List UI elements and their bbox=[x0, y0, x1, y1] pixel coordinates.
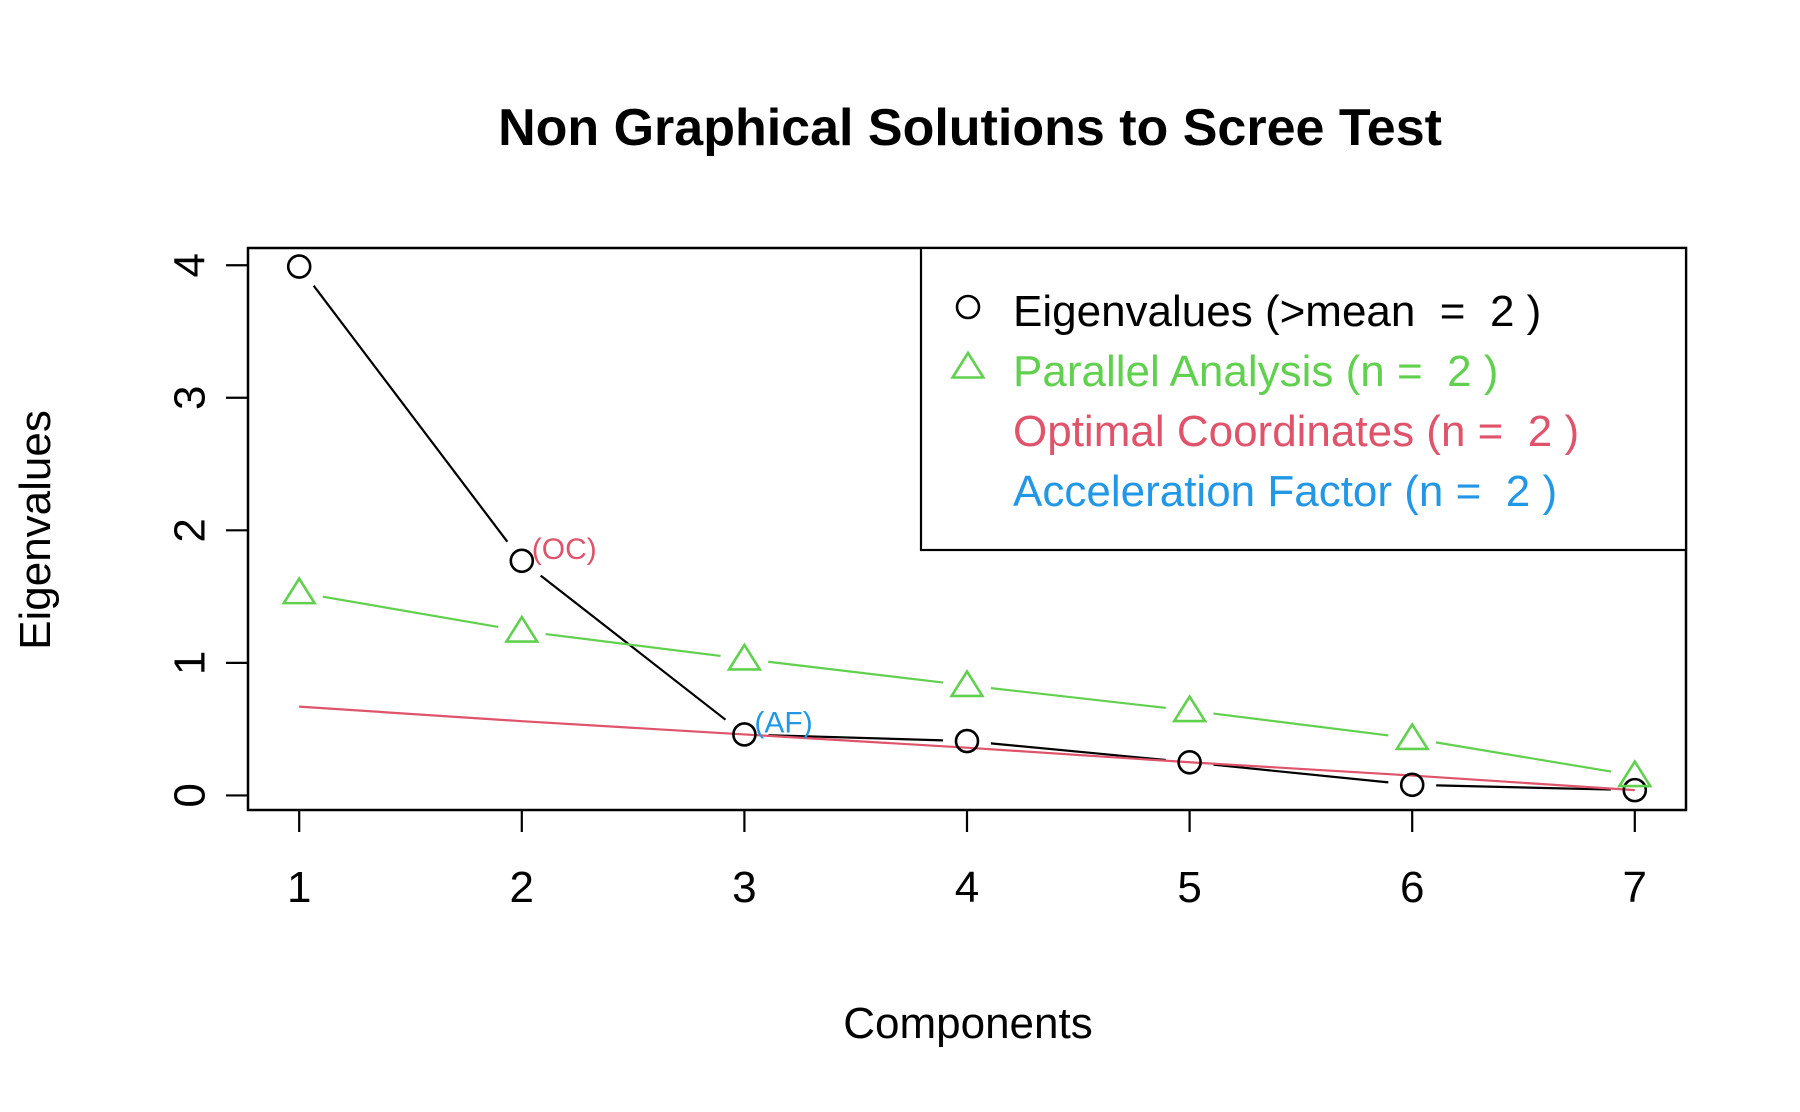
parallel-analysis-point bbox=[1394, 721, 1430, 751]
eigenvalues-point bbox=[954, 728, 980, 754]
x-tick-label: 7 bbox=[1623, 863, 1647, 912]
legend-entry: Eigenvalues (>mean = 2 ) bbox=[1013, 287, 1541, 336]
x-tick-label: 1 bbox=[287, 863, 311, 912]
eigenvalues-point bbox=[509, 548, 535, 574]
eigenvalues-point bbox=[1177, 749, 1202, 775]
eigenvalues-segment bbox=[312, 285, 509, 543]
parallel-analysis-segment bbox=[322, 595, 499, 629]
parallel-analysis-point bbox=[1617, 759, 1653, 788]
y-tick-label: 3 bbox=[166, 386, 215, 410]
parallel-analysis-point bbox=[1171, 694, 1208, 723]
legend-entry: Acceleration Factor (n = 2 ) bbox=[1013, 467, 1557, 516]
optimal-coordinates-line bbox=[299, 705, 1635, 792]
legend-entry: Optimal Coordinates (n = 2 ) bbox=[1013, 407, 1579, 456]
parallel-analysis-point bbox=[726, 642, 763, 671]
x-tick-label: 5 bbox=[1177, 863, 1201, 912]
legend-symbol-triangle bbox=[950, 350, 986, 379]
parallel-analysis-point bbox=[281, 576, 317, 605]
parallel-analysis-segment bbox=[545, 632, 721, 658]
plot-area: (OC) (AF) bbox=[281, 254, 1653, 803]
x-axis-label: Components bbox=[843, 999, 1092, 1048]
eigenvalues-segment bbox=[540, 574, 727, 721]
y-tick-label: 2 bbox=[166, 518, 215, 542]
y-axis-label: Eigenvalues bbox=[11, 410, 60, 650]
eigenvalues-segment bbox=[1436, 784, 1611, 791]
eigenvalues-point bbox=[732, 722, 757, 747]
eigenvalues-point bbox=[1399, 772, 1425, 798]
legend-box bbox=[919, 246, 1688, 552]
eigenvalues-segment bbox=[768, 734, 944, 742]
y-tick-label: 4 bbox=[166, 253, 215, 277]
parallel-analysis-segment bbox=[1213, 712, 1389, 737]
chart-title: Non Graphical Solutions to Scree Test bbox=[498, 99, 1442, 157]
x-tick-label: 3 bbox=[732, 863, 756, 912]
eigenvalues-point bbox=[286, 254, 312, 279]
legend: Eigenvalues (>mean = 2 ) Parallel Analysi… bbox=[919, 246, 1688, 552]
parallel-analysis-point bbox=[504, 614, 540, 643]
eigenvalues-segment bbox=[1213, 763, 1389, 784]
x-tick-label: 6 bbox=[1400, 863, 1424, 912]
legend-entry: Parallel Analysis (n = 2 ) bbox=[1013, 347, 1498, 396]
annotation-af: (AF) bbox=[754, 706, 812, 739]
parallel-analysis-segment bbox=[1435, 741, 1612, 773]
annotation-oc: (OC) bbox=[532, 533, 597, 566]
parallel-analysis-segment bbox=[990, 687, 1166, 709]
series-group bbox=[299, 285, 1635, 792]
eigenvalues-point bbox=[1622, 777, 1648, 803]
x-tick-label: 4 bbox=[955, 863, 979, 912]
y-tick-label: 0 bbox=[166, 783, 215, 807]
legend-symbol-circle bbox=[955, 294, 981, 320]
parallel-analysis-point bbox=[949, 668, 985, 698]
eigenvalues-segment bbox=[990, 742, 1166, 762]
x-tick-label: 2 bbox=[510, 863, 534, 912]
y-tick-label: 1 bbox=[166, 651, 215, 675]
parallel-analysis-segment bbox=[768, 660, 944, 684]
axes: 1 2 3 4 5 6 7 0 1 2 3 4 bbox=[166, 253, 1648, 912]
